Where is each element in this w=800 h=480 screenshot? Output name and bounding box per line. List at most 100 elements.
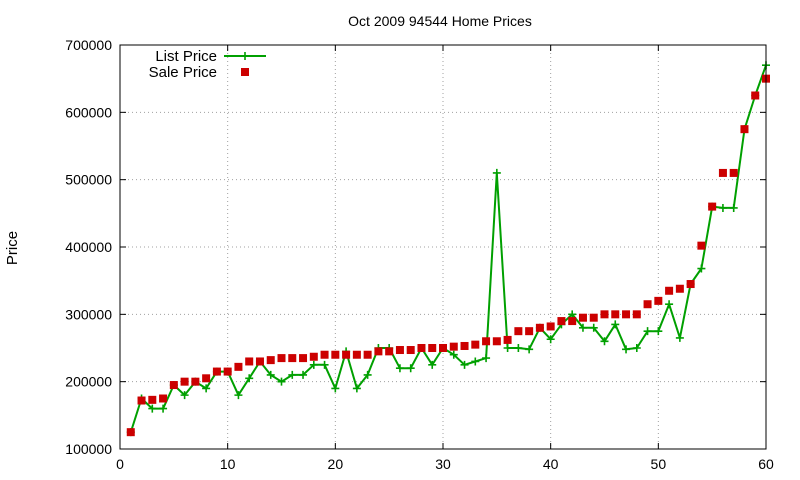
list-price-point [428, 360, 437, 369]
legend: List Price Sale Price [149, 48, 266, 81]
list-price-point [578, 323, 587, 332]
list-price-point [503, 344, 512, 352]
y-tick-label: 500000 [65, 172, 112, 188]
list-price-point [654, 327, 663, 336]
sale-price-point [557, 317, 566, 326]
list-price-point [611, 320, 620, 329]
list-price-point [729, 203, 738, 212]
sale-price-point [126, 428, 135, 437]
list-price-point [309, 360, 318, 369]
sale-price-point [482, 337, 491, 346]
list-price-point [675, 333, 684, 342]
sale-price-point [223, 367, 232, 376]
x-tick-label: 0 [116, 456, 124, 472]
sale-price-point [568, 317, 577, 326]
sale-price-point [255, 357, 264, 366]
sale-price-point [622, 310, 631, 319]
sale-price-point [331, 350, 340, 359]
y-axis-label: Price [4, 231, 21, 265]
sale-price-point [180, 377, 189, 386]
sale-price-point [395, 346, 404, 355]
list-price-point [589, 323, 598, 332]
y-tick-label: 100000 [65, 441, 112, 457]
list-price-point [492, 168, 501, 177]
sale-price-point [234, 362, 243, 371]
list-price-point [180, 391, 189, 400]
sale-price-point [525, 327, 534, 336]
sale-price-point [148, 395, 157, 404]
list-price-point [277, 377, 286, 386]
list-price-point [245, 374, 254, 383]
y-tick-label: 300000 [65, 306, 112, 322]
list-price-point [352, 384, 361, 393]
legend-label-list-price: List Price [155, 48, 217, 65]
x-tick-label: 10 [220, 456, 236, 472]
list-price-point [363, 370, 372, 379]
sale-price-point [514, 327, 523, 336]
sale-price-point [428, 344, 437, 352]
x-tick-label: 20 [328, 456, 344, 472]
sale-price-point [169, 381, 178, 390]
y-tick-label: 400000 [65, 239, 112, 255]
list-price-point [525, 345, 534, 354]
list-price-point [632, 344, 641, 352]
list-price-point [234, 391, 243, 400]
grid-layer [120, 45, 766, 449]
y-tick-label: 600000 [65, 104, 112, 120]
sale-price-point [245, 357, 254, 366]
list-price-point [697, 264, 706, 273]
sale-price-point [654, 296, 663, 305]
sale-price-point [471, 340, 480, 349]
x-tick-label: 60 [758, 456, 774, 472]
list-price-point [568, 310, 577, 319]
sale-price-point [600, 310, 609, 319]
sale-price-point [385, 347, 394, 356]
list-price-point [266, 370, 275, 379]
sale-price-point [202, 374, 211, 383]
sale-price-point [740, 125, 749, 134]
list-price-point [460, 360, 469, 369]
sale-price-point [492, 337, 501, 346]
sale-price-point [277, 354, 286, 363]
list-price-point [471, 357, 480, 366]
sale-price-point [299, 354, 308, 363]
list-price-point [331, 384, 340, 393]
list-price-point [546, 335, 555, 344]
sale-price-point [686, 280, 695, 289]
sale-price-point [643, 300, 652, 309]
sale-price-point [342, 350, 351, 359]
list-price-point [718, 203, 727, 212]
sale-price-point [632, 310, 641, 319]
list-price-point [320, 360, 329, 369]
legend-label-sale-price: Sale Price [149, 64, 217, 81]
legend-marker-sale-price [241, 68, 249, 76]
sale-price-point [697, 241, 706, 250]
x-tick-label: 30 [435, 456, 451, 472]
list-price-point [395, 364, 404, 373]
list-price-point [482, 354, 491, 363]
sale-price-point [665, 286, 674, 295]
sale-price-point [212, 367, 221, 376]
x-tick-label: 40 [543, 456, 559, 472]
sale-price-point [729, 168, 738, 177]
list-price-point [643, 327, 652, 336]
sale-price-point [675, 284, 684, 293]
sale-price-point [449, 342, 458, 351]
list-price-point [449, 350, 458, 359]
list-price-point [600, 337, 609, 346]
sale-price-point [320, 350, 329, 359]
y-tick-label: 200000 [65, 374, 112, 390]
sale-price-point [352, 350, 361, 359]
sale-price-point [374, 347, 383, 356]
sale-price-point [159, 394, 168, 403]
sale-price-point [406, 346, 415, 355]
tick-layer: 0 10 20 30 40 50 60 100000 200000 300000 400000 500… [65, 37, 774, 472]
sale-price-point [266, 356, 275, 365]
series-layer [126, 61, 770, 437]
sale-price-point [611, 310, 620, 319]
sale-price-point [503, 335, 512, 344]
sale-price-point [288, 354, 297, 363]
sale-price-point [718, 168, 727, 177]
list-price-point [202, 384, 211, 393]
